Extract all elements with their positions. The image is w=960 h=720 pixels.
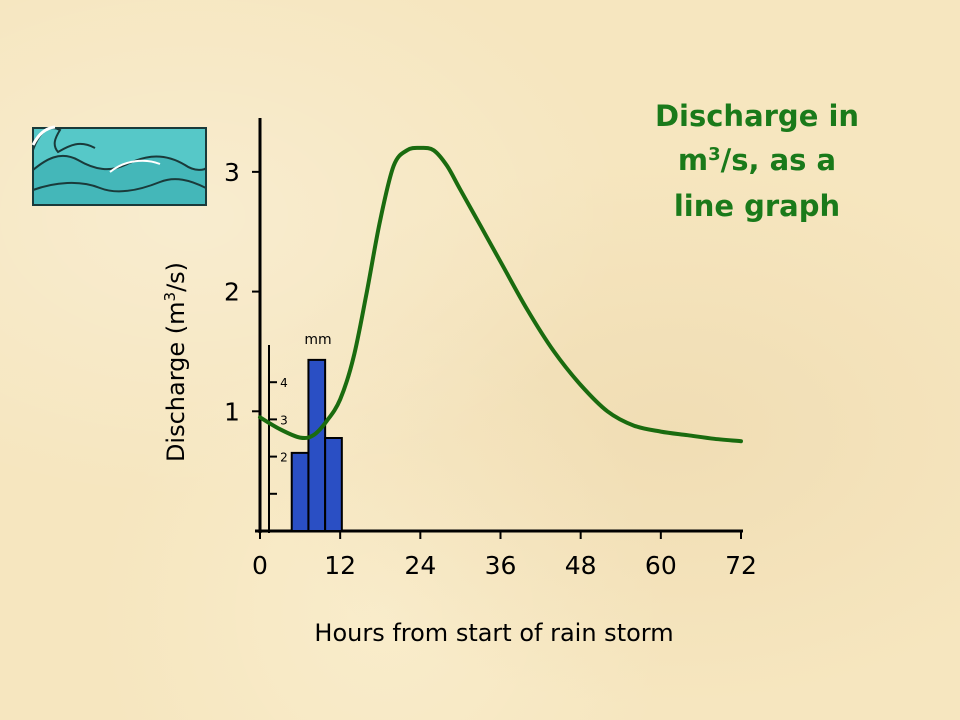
x-tick-label: 0 xyxy=(252,551,268,580)
rainfall-tick-label: 4 xyxy=(280,376,288,390)
y-ticks: 1 2 3 xyxy=(224,158,260,426)
rainfall-bar xyxy=(307,358,327,532)
x-axis-label: Hours from start of rain storm xyxy=(314,619,673,647)
rainfall-bar xyxy=(324,437,343,532)
x-tick-label: 72 xyxy=(725,551,757,580)
chart-title-line-3: line graph xyxy=(674,189,840,223)
y-tick-label: 2 xyxy=(224,278,240,307)
discharge-line xyxy=(258,145,743,444)
rainfall-bars xyxy=(290,358,343,533)
wave-clipart-icon xyxy=(31,125,207,206)
rainfall-unit-label: mm xyxy=(304,332,331,348)
rainfall-tick-label: 3 xyxy=(280,413,288,427)
chart-title-line-2: m3/s, as a xyxy=(678,143,836,177)
x-ticks: 0 12 24 36 48 60 72 xyxy=(252,531,757,580)
chart-title-line-1: Discharge in xyxy=(655,99,859,133)
x-tick-label: 36 xyxy=(485,551,517,580)
rainfall-bar xyxy=(290,451,310,533)
y-tick-label: 3 xyxy=(224,158,240,187)
rainfall-tick-label: 2 xyxy=(280,451,288,465)
x-tick-label: 48 xyxy=(565,551,597,580)
y-axis-label: Discharge (m3/s) xyxy=(161,262,190,462)
y-tick-label: 1 xyxy=(224,397,240,426)
x-tick-label: 12 xyxy=(324,551,356,580)
rainfall-ticks: 2 3 4 xyxy=(269,376,288,495)
x-tick-label: 24 xyxy=(404,551,436,580)
x-tick-label: 60 xyxy=(645,551,677,580)
